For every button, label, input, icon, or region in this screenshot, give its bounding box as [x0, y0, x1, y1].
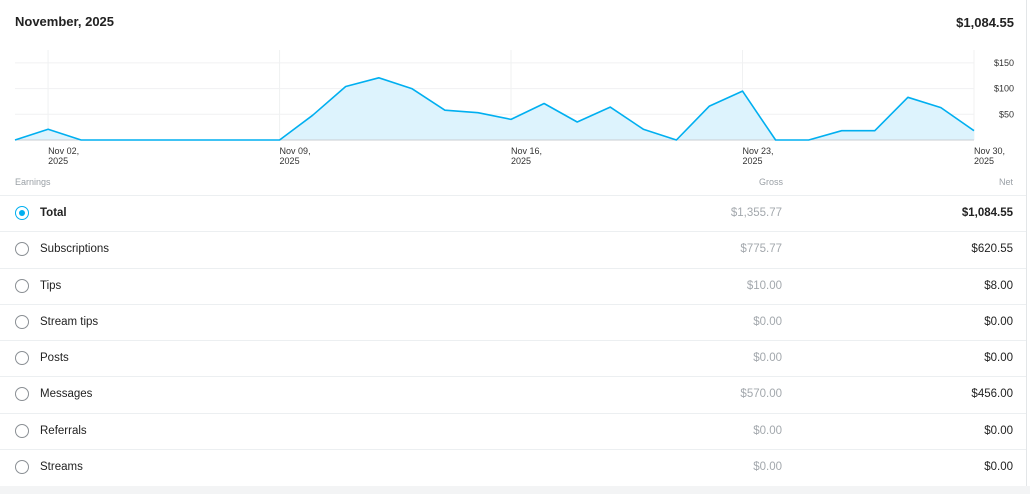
row-net-value: $0.00 — [984, 315, 1013, 328]
row-gross-value: $570.00 — [740, 388, 782, 401]
data-point — [807, 139, 809, 141]
row-gross-value: $1,355.77 — [730, 207, 782, 219]
x-tick-label-year: 2025 — [280, 156, 300, 166]
earnings-row-messages[interactable]: Messages $570.00 $456.00 — [0, 377, 1026, 414]
data-point — [47, 128, 49, 130]
data-point — [675, 139, 677, 141]
earnings-row-stream-tips[interactable]: Stream tips $0.00 $0.00 — [0, 305, 1026, 342]
row-gross-value: $775.77 — [740, 243, 782, 256]
row-net-value: $0.00 — [984, 424, 1013, 437]
radio-button[interactable] — [15, 206, 29, 220]
column-header-net: Net — [998, 177, 1013, 187]
data-point — [212, 139, 214, 141]
y-tick-label: $150 — [994, 58, 1014, 68]
earnings-row-total[interactable]: Total $1,355.77 $1,084.55 — [0, 196, 1026, 233]
row-net-value: $8.00 — [984, 279, 1013, 292]
earnings-line — [14, 77, 975, 141]
data-point — [14, 139, 16, 141]
month-title: November, 2025 — [15, 14, 115, 29]
row-gross-value: $0.00 — [753, 315, 782, 328]
data-point — [973, 130, 975, 132]
x-tick-label: Nov 30, — [974, 146, 1005, 156]
data-point — [344, 85, 346, 87]
data-point — [444, 109, 446, 111]
row-net-value: $0.00 — [984, 461, 1013, 474]
total-amount: $1,084.55 — [956, 15, 1014, 30]
x-tick-label: Nov 02, — [48, 146, 79, 156]
earnings-area — [15, 77, 974, 140]
data-point — [874, 130, 876, 132]
earnings-row-streams[interactable]: Streams $0.00 $0.00 — [0, 450, 1026, 485]
x-tick-label: Nov 16, — [511, 146, 542, 156]
radio-button[interactable] — [15, 351, 29, 366]
panel-divider — [1026, 0, 1027, 494]
x-tick-label-year: 2025 — [48, 156, 68, 166]
data-point — [245, 139, 247, 141]
radio-button[interactable] — [15, 314, 29, 329]
radio-button[interactable] — [15, 278, 29, 293]
data-point — [841, 130, 843, 132]
radio-button[interactable] — [15, 387, 29, 402]
earnings-table-header: Earnings Gross Net — [0, 173, 1026, 196]
x-tick-label-year: 2025 — [974, 156, 994, 166]
data-point — [774, 139, 776, 141]
data-point — [411, 87, 413, 89]
row-gross-value: $10.00 — [746, 279, 782, 292]
x-tick-label: Nov 09, — [280, 146, 311, 156]
row-gross-value: $0.00 — [753, 424, 782, 437]
earnings-header: November, 2025 $1,084.55 — [0, 0, 1030, 44]
earnings-row-subscriptions[interactable]: Subscriptions $775.77 $620.55 — [0, 232, 1026, 269]
column-header-earnings: Earnings — [15, 177, 51, 187]
row-label: Referrals — [40, 424, 87, 437]
row-net-value: $456.00 — [971, 388, 1013, 401]
earnings-row-referrals[interactable]: Referrals $0.00 $0.00 — [0, 414, 1026, 451]
data-point — [741, 90, 743, 92]
data-point — [278, 139, 280, 141]
data-point — [146, 139, 148, 141]
x-tick-label-year: 2025 — [743, 156, 763, 166]
data-point — [113, 139, 115, 141]
data-point — [510, 118, 512, 120]
data-point — [708, 105, 710, 107]
row-label: Messages — [40, 388, 93, 401]
data-point — [477, 112, 479, 114]
row-label: Streams — [40, 461, 83, 474]
earnings-row-posts[interactable]: Posts $0.00 $0.00 — [0, 341, 1026, 378]
radio-button[interactable] — [15, 242, 29, 257]
data-point — [609, 106, 611, 108]
bottom-bar — [0, 486, 1030, 494]
x-tick-label: Nov 23, — [743, 146, 774, 156]
radio-button[interactable] — [15, 423, 29, 438]
data-point — [576, 121, 578, 123]
earnings-row-tips[interactable]: Tips $10.00 $8.00 — [0, 269, 1026, 305]
y-tick-label: $50 — [999, 109, 1014, 119]
row-net-value: $0.00 — [984, 352, 1013, 365]
data-point — [543, 102, 545, 104]
x-tick-label-year: 2025 — [511, 156, 531, 166]
row-label: Subscriptions — [40, 243, 110, 256]
y-tick-label: $100 — [994, 84, 1014, 94]
row-gross-value: $0.00 — [753, 352, 782, 365]
row-label: Total — [40, 207, 67, 219]
data-point — [907, 96, 909, 98]
row-label: Tips — [40, 279, 62, 292]
earnings-table: Total $1,355.77 $1,084.55 Subscriptions … — [0, 196, 1026, 485]
row-gross-value: $0.00 — [753, 461, 782, 474]
data-point — [940, 106, 942, 108]
row-label: Posts — [40, 352, 69, 365]
column-header-gross: Gross — [759, 177, 784, 187]
data-point — [80, 139, 82, 141]
data-point — [378, 77, 380, 79]
radio-button[interactable] — [15, 460, 29, 475]
row-net-value: $1,084.55 — [961, 207, 1013, 219]
data-point — [179, 139, 181, 141]
row-label: Stream tips — [40, 315, 99, 328]
row-net-value: $620.55 — [971, 243, 1013, 256]
data-point — [642, 128, 644, 130]
data-point — [311, 114, 313, 116]
